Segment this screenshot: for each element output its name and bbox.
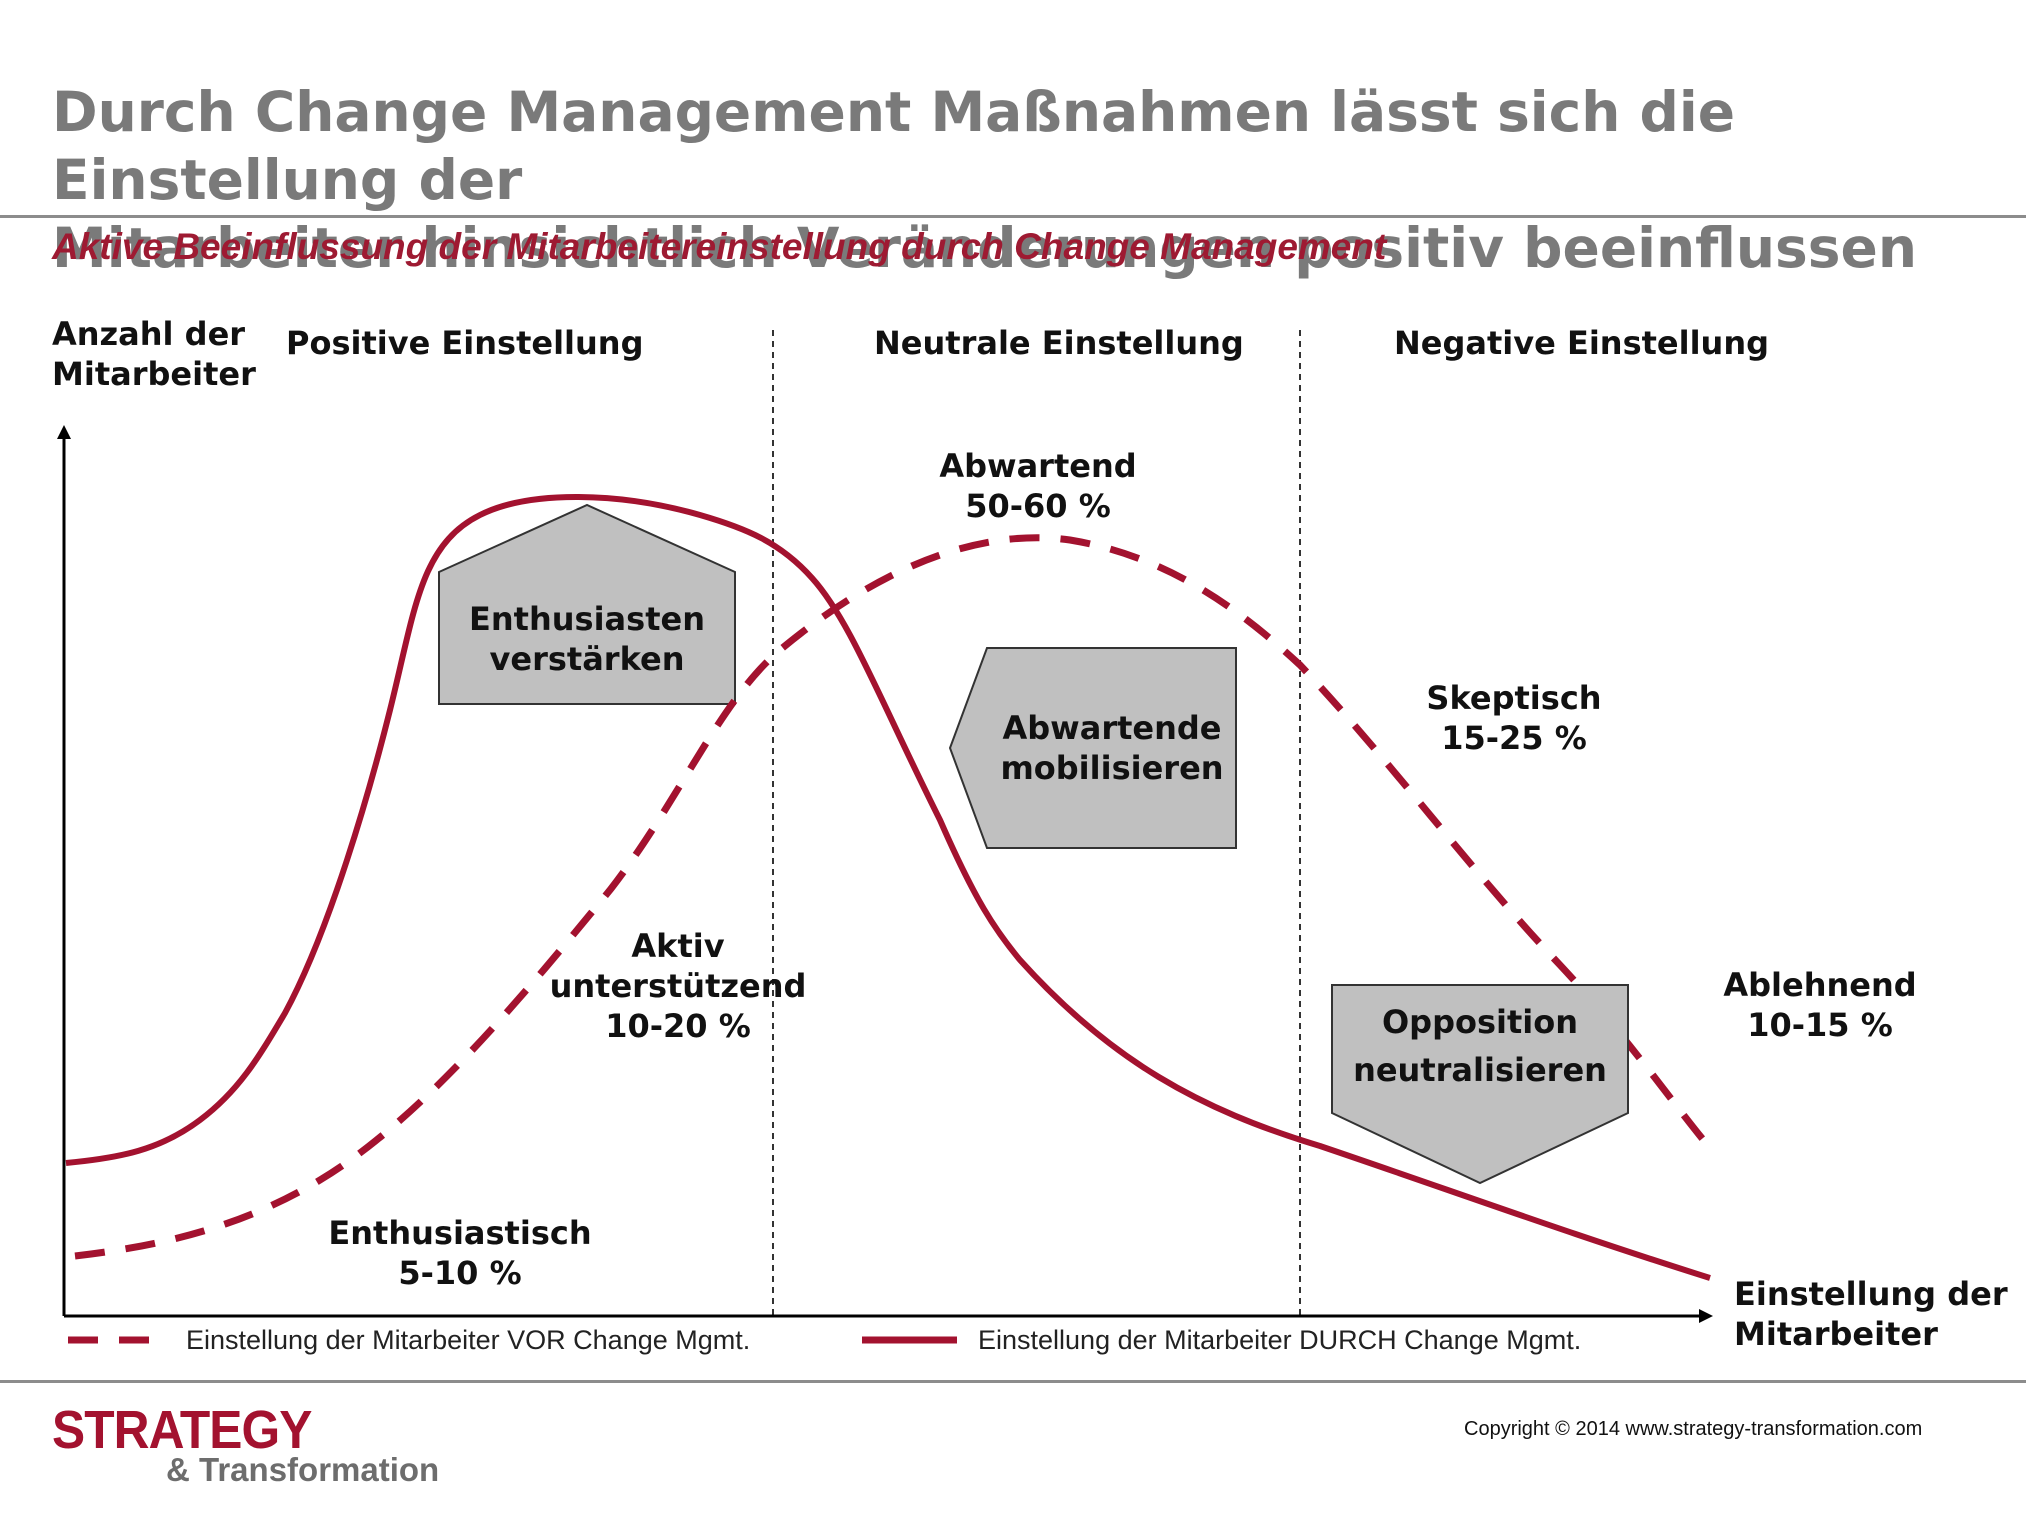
group-abwartend: Abwartend 50-60 %	[898, 446, 1178, 526]
zone-neutral-label: Neutrale Einstellung	[874, 324, 1244, 362]
group-aktiv-line2: unterstützend	[549, 967, 807, 1005]
subtitle: Aktive Beeinflussung der Mitarbeitereins…	[52, 226, 1387, 267]
group-ablehnend-range: 10-15 %	[1747, 1006, 1893, 1044]
y-axis-label: Anzahl der Mitarbeiter	[52, 314, 256, 394]
group-aktiv-unterstuetzend: Aktiv unterstützend 10-20 %	[538, 926, 818, 1046]
group-enthusiastisch: Enthusiastisch 5-10 %	[310, 1213, 610, 1293]
x-axis-label-line1: Einstellung der	[1734, 1275, 2008, 1313]
opposition-neutralisieren-shape	[1331, 984, 1629, 1185]
action-enthusiasten-verstaerken: Enthusiasten verstärken	[439, 599, 735, 679]
zone-negative-label: Negative Einstellung	[1394, 324, 1770, 362]
group-aktiv-line1: Aktiv	[631, 927, 725, 965]
legend-durch-label: Einstellung der Mitarbeiter DURCH Change…	[978, 1325, 1582, 1355]
action-abwartende-line1: Abwartende	[1002, 709, 1222, 747]
curve-durch-change	[65, 494, 1711, 1281]
y-axis-label-line1: Anzahl der	[52, 315, 246, 353]
action-abwartende-line2: mobilisieren	[1000, 749, 1224, 787]
action-abwartende-mobilisieren: Abwartende mobilisieren	[975, 708, 1249, 788]
title-divider	[0, 215, 2026, 218]
group-enthusiastisch-name: Enthusiastisch	[328, 1214, 592, 1252]
enthusiasten-verstaerken-shape	[438, 503, 736, 705]
action-enthusiasten-line1: Enthusiasten	[469, 600, 705, 638]
zone-positive-label: Positive Einstellung	[286, 324, 644, 362]
group-aktiv-range: 10-20 %	[605, 1007, 751, 1045]
curve-vor-change	[74, 534, 1713, 1260]
legend-vor-label: Einstellung der Mitarbeiter VOR Change M…	[186, 1325, 751, 1355]
group-abwartend-name: Abwartend	[939, 447, 1137, 485]
group-skeptisch-name: Skeptisch	[1426, 679, 1602, 717]
action-opposition-line2: neutralisieren	[1353, 1051, 1607, 1089]
copyright: Copyright © 2014 www.strategy-transforma…	[1464, 1418, 1923, 1440]
group-enthusiastisch-range: 5-10 %	[398, 1254, 522, 1292]
group-ablehnend: Ablehnend 10-15 %	[1680, 965, 1960, 1045]
x-axis-label-line2: Mitarbeiter	[1734, 1315, 1938, 1353]
group-skeptisch-range: 15-25 %	[1441, 719, 1587, 757]
x-axis-label: Einstellung der Mitarbeiter	[1734, 1274, 2008, 1354]
logo-transformation: & Transformation	[166, 1451, 440, 1488]
abwartende-mobilisieren-shape	[948, 647, 1237, 849]
page-title-line2: Mitarbeiter hinsichtlich Veränderungen p…	[52, 216, 1917, 280]
action-enthusiasten-line2: verstärken	[489, 640, 685, 678]
logo-strategy: STRATEGY	[52, 1400, 312, 1460]
action-opposition-neutralisieren: Opposition neutralisieren	[1332, 998, 1628, 1094]
action-opposition-line1: Opposition	[1381, 1003, 1579, 1041]
group-abwartend-range: 50-60 %	[965, 487, 1111, 525]
group-skeptisch: Skeptisch 15-25 %	[1374, 678, 1654, 758]
group-ablehnend-name: Ablehnend	[1723, 966, 1917, 1004]
y-axis-label-line2: Mitarbeiter	[52, 355, 256, 393]
page-title: Durch Change Management Maßnahmen lässt …	[52, 78, 2012, 282]
footer-divider	[0, 1380, 2026, 1383]
page-title-line1: Durch Change Management Maßnahmen lässt …	[52, 80, 1736, 212]
